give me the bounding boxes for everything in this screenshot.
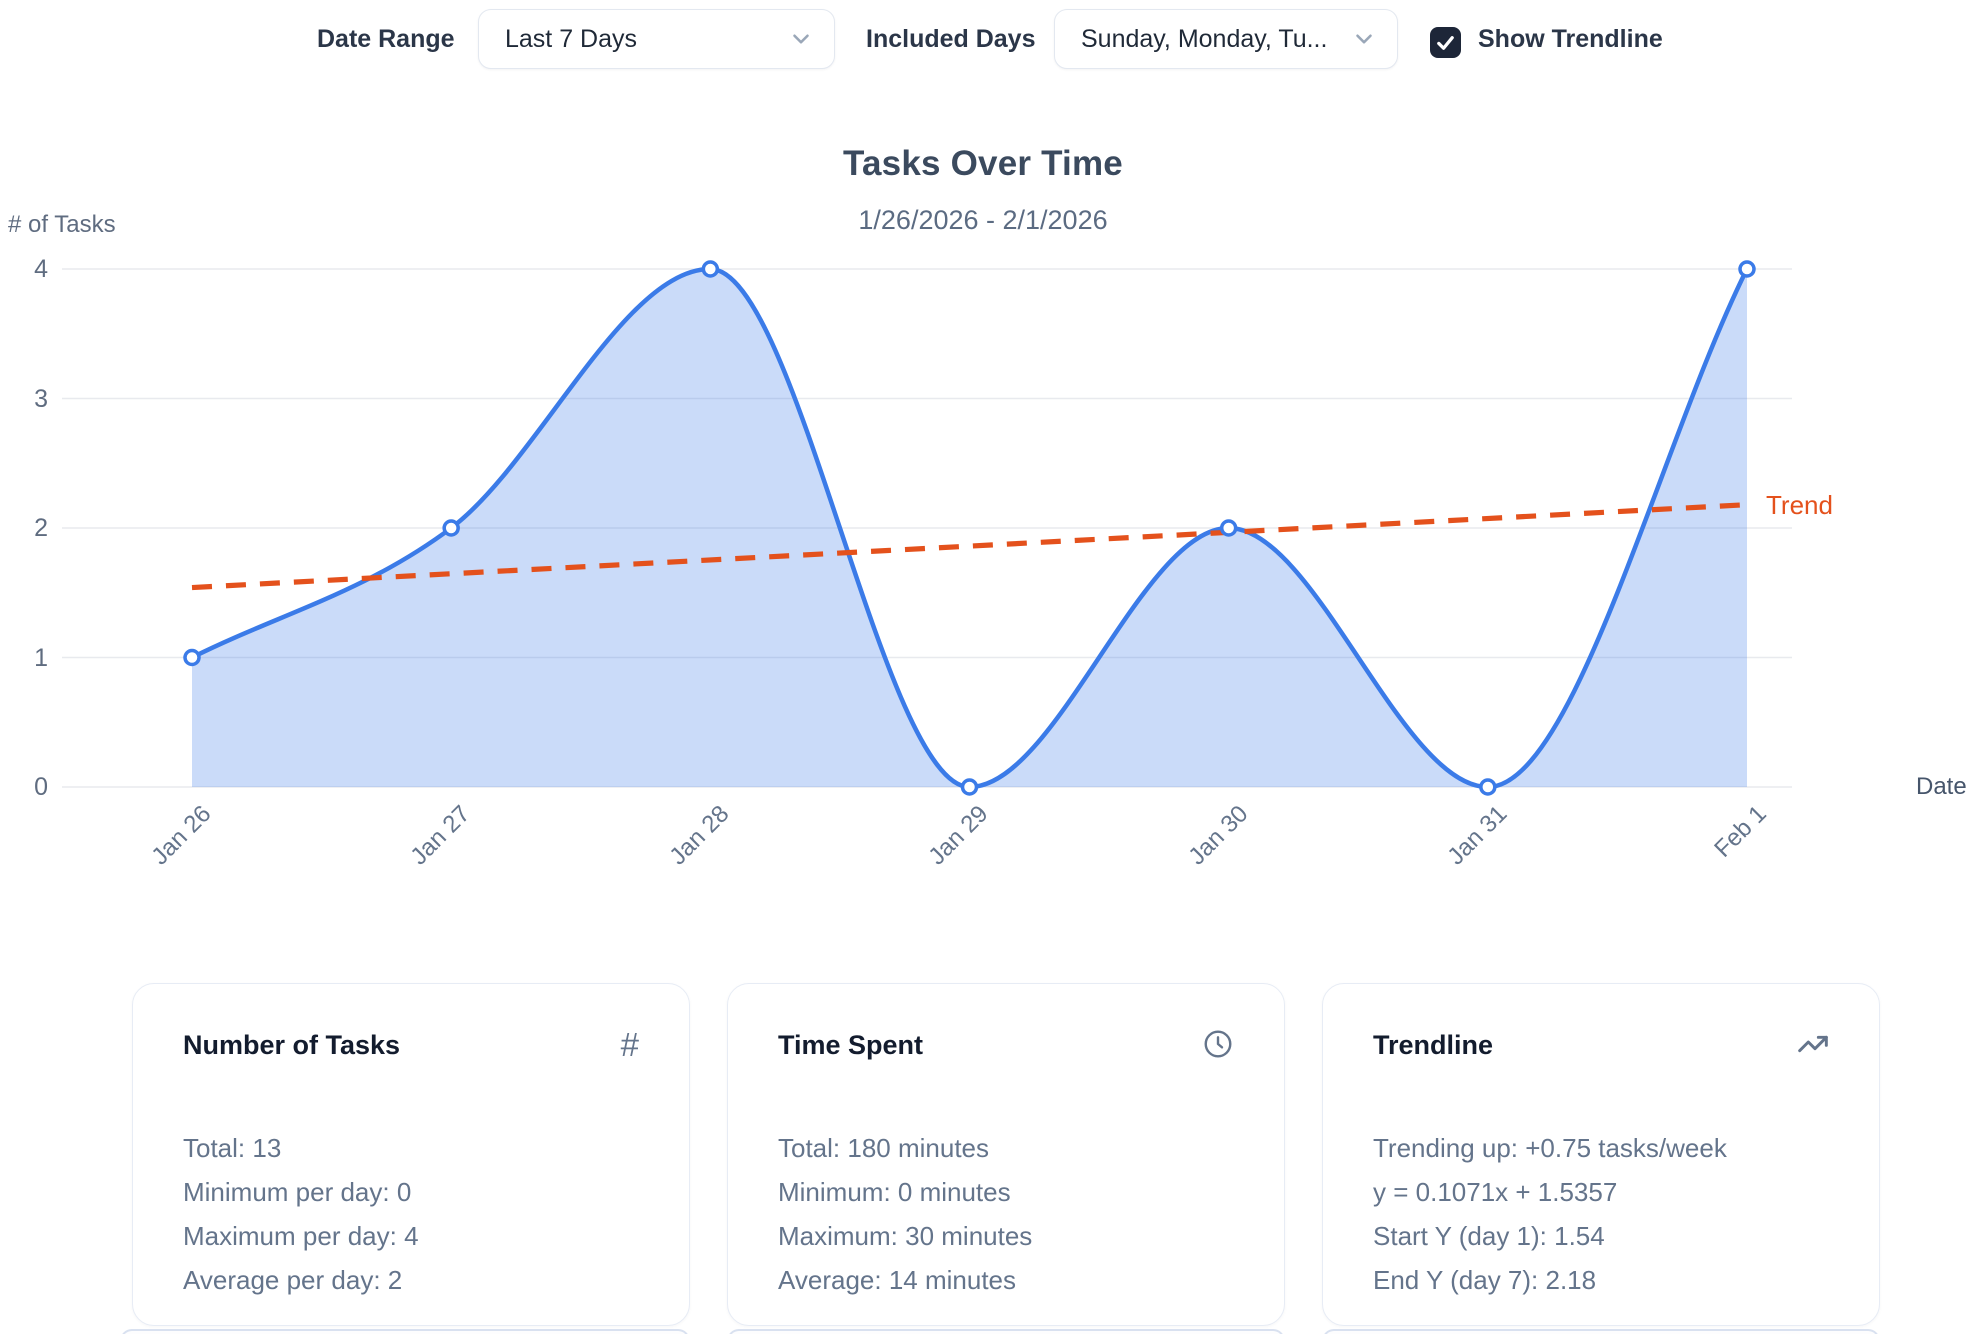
y-tick-label: 1 — [34, 643, 48, 672]
chevron-down-icon — [1351, 26, 1377, 52]
card-title: Number of Tasks — [183, 1030, 401, 1060]
clock-icon — [1202, 1028, 1234, 1060]
trendline — [191, 502, 1748, 591]
series-line — [189, 266, 1750, 790]
stat-line: Start Y (day 1): 1.54 — [1373, 1221, 1605, 1251]
data-point-marker — [442, 519, 460, 537]
data-point-marker — [1738, 260, 1756, 278]
chart-title: Tasks Over Time — [843, 144, 1123, 183]
stat-line: Total: 13 — [183, 1133, 282, 1163]
data-point-marker — [183, 648, 201, 667]
y-axis-title: # of Tasks — [8, 211, 116, 238]
card-title: Trendline — [1373, 1030, 1494, 1060]
data-point-marker — [1219, 519, 1238, 537]
stat-line: Average: 14 minutes — [778, 1265, 1016, 1295]
trendline-legend-label: Trend — [1766, 489, 1833, 520]
x-axis-title: Date — [1916, 773, 1966, 800]
chevron-down-icon — [788, 26, 814, 52]
included-days-label: Included Days — [866, 25, 1036, 53]
stat-line: Trending up: +0.75 tasks/week — [1373, 1133, 1727, 1163]
stat-line: y = 0.1071x + 1.5357 — [1373, 1177, 1618, 1207]
time-spent-card: Time Spent Total: 180 minutes Minimum: 0… — [727, 983, 1285, 1326]
data-point-marker — [701, 260, 720, 278]
date-range-value: Last 7 Days — [505, 24, 638, 53]
stat-line: Maximum: 30 minutes — [778, 1221, 1033, 1251]
included-days-select[interactable]: Sunday, Monday, Tu... — [1054, 9, 1398, 69]
y-tick-label: 4 — [34, 255, 48, 283]
y-tick-label: 0 — [34, 773, 48, 801]
stat-line: Minimum per day: 0 — [183, 1177, 412, 1207]
date-range-label: Date Range — [317, 25, 455, 53]
bottom-peek-card — [1322, 1329, 1880, 1334]
stat-line: End Y (day 7): 2.18 — [1373, 1265, 1597, 1295]
chart-date-range-subtitle: 1/26/2026 - 2/1/2026 — [858, 205, 1108, 235]
trending-up-icon — [1797, 1028, 1829, 1060]
show-trendline-label: Show Trendline — [1478, 25, 1663, 53]
stat-line: Minimum: 0 minutes — [778, 1177, 1011, 1207]
data-point-marker — [960, 778, 979, 796]
trendline-card: Trendline Trending up: +0.75 tasks/week … — [1322, 983, 1880, 1326]
included-days-value: Sunday, Monday, Tu... — [1081, 24, 1328, 53]
chart-canvas — [62, 260, 1792, 796]
y-tick-label: 2 — [34, 514, 48, 542]
date-range-select[interactable]: Last 7 Days — [478, 9, 835, 69]
bottom-peek-card — [727, 1329, 1285, 1334]
card-title: Time Spent — [778, 1030, 924, 1060]
number-of-tasks-card: Number of Tasks # Total: 13 Minimum per … — [132, 983, 690, 1326]
stat-line: Maximum per day: 4 — [183, 1221, 419, 1251]
stat-line: Average per day: 2 — [183, 1265, 403, 1295]
y-tick-label: 3 — [34, 384, 48, 413]
data-point-marker — [1479, 778, 1497, 796]
bottom-peek-card — [120, 1329, 690, 1334]
hash-icon: # — [620, 1026, 639, 1063]
tasks-over-time-chart: Tasks Over Time 1/26/2026 - 2/1/2026 # o… — [8, 144, 1966, 870]
stat-line: Total: 180 minutes — [778, 1133, 990, 1163]
checkmark-icon — [1434, 31, 1457, 54]
show-trendline-checkbox[interactable] — [1430, 27, 1461, 58]
